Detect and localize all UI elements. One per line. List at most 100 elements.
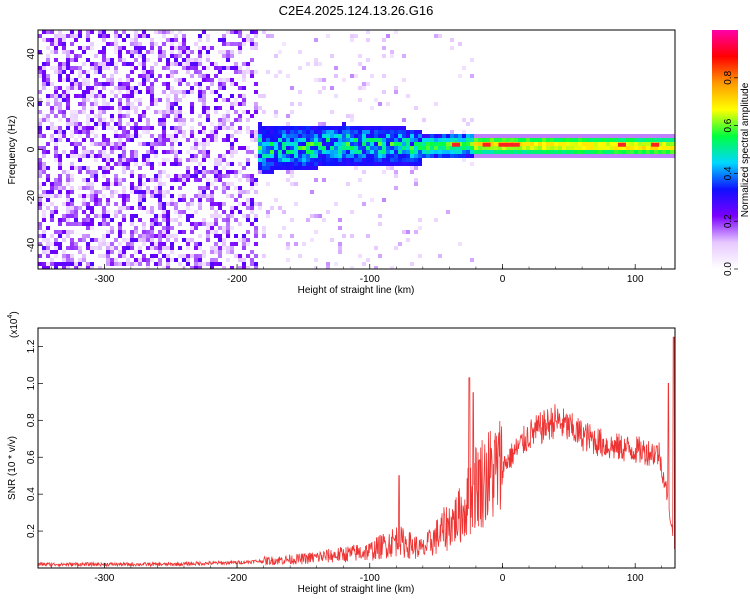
heatmap-cell xyxy=(134,226,138,230)
heatmap-cell xyxy=(278,142,282,146)
heatmap-cell xyxy=(118,54,122,58)
heatmap-cell xyxy=(302,166,306,170)
heatmap-cell xyxy=(174,98,178,102)
heatmap-cell xyxy=(230,30,234,34)
heatmap-cell xyxy=(254,102,258,106)
heatmap-cell xyxy=(170,90,174,94)
heatmap-cell xyxy=(186,202,190,206)
heatmap-cell xyxy=(322,178,326,182)
heatmap-cell xyxy=(90,30,94,34)
heatmap-cell xyxy=(538,154,542,158)
heatmap-cell xyxy=(102,154,106,158)
heatmap-cell xyxy=(118,234,122,238)
heatmap-cell xyxy=(66,54,70,58)
heatmap-cell xyxy=(502,138,506,142)
heatmap-cell xyxy=(594,150,598,154)
heatmap-cell xyxy=(334,74,338,78)
heatmap-cell xyxy=(150,162,154,166)
heatmap-cell xyxy=(398,146,402,150)
heatmap-cell xyxy=(458,138,462,142)
heatmap-cell xyxy=(90,194,94,198)
heatmap-cell xyxy=(62,134,66,138)
heatmap-cell xyxy=(382,46,386,50)
heatmap-cell xyxy=(378,162,382,166)
heatmap-cell xyxy=(158,122,162,126)
heatmap-cell xyxy=(102,214,106,218)
heatmap-cell xyxy=(218,154,222,158)
heatmap-cell xyxy=(442,146,446,150)
heatmap-cell xyxy=(338,146,342,150)
heatmap-cell xyxy=(222,202,226,206)
heatmap-cell xyxy=(390,54,394,58)
heatmap-cell xyxy=(130,206,134,210)
heatmap-cell xyxy=(150,230,154,234)
heatmap-cell xyxy=(646,150,650,154)
heatmap-cell xyxy=(146,70,150,74)
heatmap-cell xyxy=(370,142,374,146)
heatmap-cell xyxy=(190,174,194,178)
heatmap-cell xyxy=(302,130,306,134)
heatmap-cell xyxy=(498,146,502,150)
heatmap-cell xyxy=(126,34,130,38)
heatmap-cell xyxy=(186,138,190,142)
heatmap-cell xyxy=(58,102,62,106)
heatmap-cell xyxy=(102,150,106,154)
heatmap-cell xyxy=(174,90,178,94)
heatmap-cell xyxy=(566,150,570,154)
heatmap-cell xyxy=(94,94,98,98)
heatmap-cell xyxy=(362,150,366,154)
heatmap-cell xyxy=(198,46,202,50)
heatmap-cell xyxy=(198,242,202,246)
heatmap-cell xyxy=(82,94,86,98)
heatmap-cell xyxy=(78,94,82,98)
heatmap-cell xyxy=(142,194,146,198)
heatmap-cell xyxy=(438,146,442,150)
heatmap-cell xyxy=(262,134,266,138)
heatmap-cell xyxy=(394,174,398,178)
heatmap-cell xyxy=(98,118,102,122)
heatmap-cell xyxy=(54,70,58,74)
heatmap-cell xyxy=(238,114,242,118)
heatmap-cell xyxy=(358,62,362,66)
heatmap-cell xyxy=(174,34,178,38)
heatmap-cell xyxy=(154,234,158,238)
heatmap-cell xyxy=(162,134,166,138)
heatmap-cell xyxy=(630,150,634,154)
heatmap-cell xyxy=(274,158,278,162)
heatmap-cell xyxy=(254,266,258,269)
heatmap-cell xyxy=(294,142,298,146)
heatmap-cell xyxy=(170,102,174,106)
heatmap-cell xyxy=(66,118,70,122)
heatmap-cell xyxy=(334,202,338,206)
heatmap-cell xyxy=(478,142,482,146)
heatmap-cell xyxy=(178,246,182,250)
heatmap-cell xyxy=(342,142,346,146)
heatmap-cell xyxy=(462,66,466,70)
heatmap-cell xyxy=(190,146,194,150)
heatmap-cell xyxy=(86,58,90,62)
heatmap-cell xyxy=(206,66,210,70)
heatmap-cell xyxy=(270,158,274,162)
heatmap-cell xyxy=(206,170,210,174)
heatmap-cell xyxy=(38,254,42,258)
heatmap-cell xyxy=(74,118,78,122)
heatmap-cell xyxy=(86,246,90,250)
heatmap-cell xyxy=(122,134,126,138)
heatmap-cell xyxy=(70,78,74,82)
heatmap-cell xyxy=(258,146,262,150)
heatmap-cell xyxy=(202,46,206,50)
heatmap-cell xyxy=(462,146,466,150)
heatmap-cell xyxy=(78,46,82,50)
heatmap-cell xyxy=(602,138,606,142)
heatmap-cell xyxy=(314,58,318,62)
heatmap-cell xyxy=(390,126,394,130)
heatmap-cell xyxy=(242,78,246,82)
heatmap-cell xyxy=(126,258,130,262)
heatmap-cell xyxy=(286,134,290,138)
heatmap-cell xyxy=(390,142,394,146)
heatmap-cell xyxy=(154,138,158,142)
heatmap-cell xyxy=(306,162,310,166)
heatmap-cell xyxy=(90,102,94,106)
heatmap-cell xyxy=(250,206,254,210)
heatmap-cell xyxy=(554,142,558,146)
